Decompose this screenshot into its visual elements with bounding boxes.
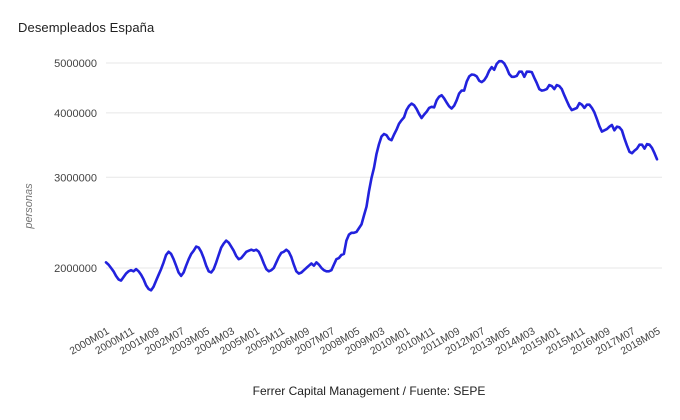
y-tick-label: 2000000	[54, 263, 97, 275]
y-tick-label: 4000000	[54, 108, 97, 120]
chart-title: Desempleados España	[18, 20, 155, 35]
y-tick-label: 5000000	[54, 58, 97, 70]
data-series-line	[104, 59, 659, 292]
chart-caption: Ferrer Capital Management / Fuente: SEPE	[252, 384, 486, 398]
y-tick-label: 3000000	[54, 172, 97, 184]
